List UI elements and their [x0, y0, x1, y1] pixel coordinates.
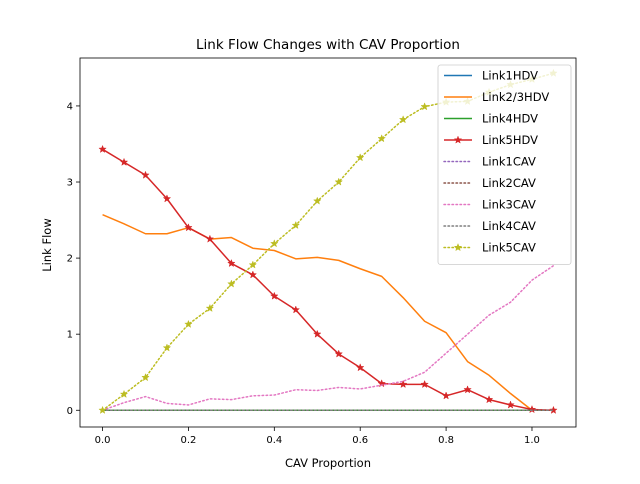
data-point-link5hdv [291, 305, 301, 314]
x-tick-label: 0.0 [95, 435, 111, 446]
data-point-link5cav [420, 102, 429, 111]
data-point-link5hdv [484, 395, 494, 404]
legend-label-link1cav: Link1CAV [482, 155, 536, 169]
data-point-link5cav [98, 405, 107, 414]
x-axis-label: CAV Proportion [285, 456, 371, 470]
legend-box [437, 64, 572, 265]
data-point-link5hdv [463, 385, 472, 394]
data-point-link5hdv [227, 258, 236, 268]
data-point-link5hdv [162, 194, 172, 203]
x-tick-label: 1.0 [524, 435, 540, 446]
chart-title: Link Flow Changes with CAV Proportion [196, 37, 460, 53]
x-tick-label: 0.6 [352, 435, 368, 446]
legend-label-link2cav: Link2CAV [482, 176, 536, 190]
data-point-link5hdv [398, 379, 408, 389]
data-point-link5cav [205, 303, 215, 312]
legend-label-link5cav: Link5CAV [482, 241, 536, 255]
data-point-link5hdv [527, 404, 537, 414]
data-point-link5cav [334, 177, 344, 186]
series-line-link3cav [101, 264, 555, 412]
data-point-link5cav [377, 134, 386, 143]
data-point-link5hdv [506, 400, 515, 409]
legend-label-link3cav: Link3CAV [482, 198, 536, 212]
legend-label-link1hdv: Link1HDV [482, 69, 538, 83]
data-point-link5cav [355, 153, 365, 162]
plot-frame [79, 57, 577, 428]
y-axis-label: Link Flow [40, 218, 54, 271]
data-point-link5hdv [312, 329, 322, 338]
data-point-link5cav [291, 220, 301, 230]
y-axis-ticks: 0 1 2 3 4 [67, 101, 80, 417]
series-link2-3hdv [102, 214, 554, 412]
data-point-link5cav [141, 373, 150, 382]
data-point-link5cav [119, 389, 129, 398]
y-tick-label: 2 [67, 254, 73, 265]
legend-label-link5hdv: Link5HDV [482, 133, 538, 147]
legend-marker-link5cav [453, 242, 463, 252]
data-point-link5hdv [248, 270, 258, 279]
data-point-link5hdv [184, 223, 193, 232]
data-point-link5hdv [119, 157, 129, 166]
data-point-link5cav [227, 279, 236, 288]
x-tick-label: 0.8 [438, 435, 454, 446]
data-point-link5hdv [549, 405, 558, 414]
data-point-link5cav [398, 115, 408, 124]
y-tick-label: 1 [67, 330, 73, 341]
legend-label-link4cav: Link4CAV [482, 219, 536, 233]
data-point-link5hdv [270, 291, 279, 300]
series-line-link5hdv [102, 148, 554, 412]
data-point-link5cav [248, 260, 258, 269]
data-point-link5hdv [334, 349, 344, 358]
data-point-link5cav [162, 343, 172, 352]
x-tick-label: 0.4 [266, 435, 282, 446]
series-link5hdv [98, 144, 558, 414]
series-link3cav [101, 264, 555, 412]
y-tick-label: 3 [67, 178, 73, 189]
legend-label-link4hdv: Link4HDV [482, 112, 538, 126]
y-tick-label: 0 [67, 406, 73, 417]
data-point-link5hdv [420, 379, 429, 389]
data-point-link5hdv [355, 363, 365, 372]
data-point-link5hdv [141, 170, 150, 179]
data-point-link5hdv [205, 234, 215, 243]
x-tick-label: 0.2 [180, 435, 196, 446]
data-point-link5cav [184, 319, 193, 328]
data-point-link5hdv [98, 144, 107, 153]
data-point-link5cav [312, 196, 322, 205]
x-axis-ticks: 0.0 0.2 0.4 0.6 0.8 1.0 [95, 427, 540, 446]
legend-marker-link5hdv [453, 135, 463, 144]
data-point-link5hdv [441, 391, 451, 400]
legend: Link1HDV Link2/3HDV Link4HDV Link5HDV Link1C… [437, 64, 572, 265]
series-line-link2-3hdv [102, 214, 554, 412]
data-point-link5cav [270, 239, 279, 248]
y-tick-label: 4 [67, 101, 73, 112]
legend-label-link2-3hdv: Link2/3HDV [482, 90, 549, 104]
